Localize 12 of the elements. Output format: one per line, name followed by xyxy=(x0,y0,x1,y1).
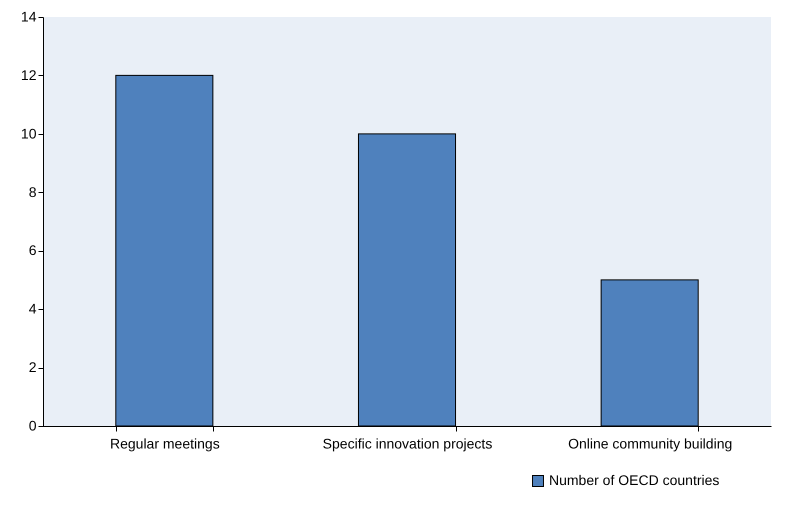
y-tick-label: 4 xyxy=(28,300,37,317)
y-tick-label: 12 xyxy=(20,66,37,83)
y-tick-label: 8 xyxy=(28,184,37,200)
y-tick-label: 0 xyxy=(28,418,37,434)
y-tick-label: 10 xyxy=(20,125,37,142)
x-tick-label: Regular meetings xyxy=(110,436,220,452)
x-tick-label: Online community building xyxy=(568,436,732,452)
y-tick-label: 2 xyxy=(28,359,37,376)
legend-label: Number of OECD countries xyxy=(549,472,720,488)
x-tick-label: Specific innovation projects xyxy=(322,436,492,452)
y-tick-label: 6 xyxy=(28,242,37,258)
y-tick-label: 14 xyxy=(20,8,37,24)
